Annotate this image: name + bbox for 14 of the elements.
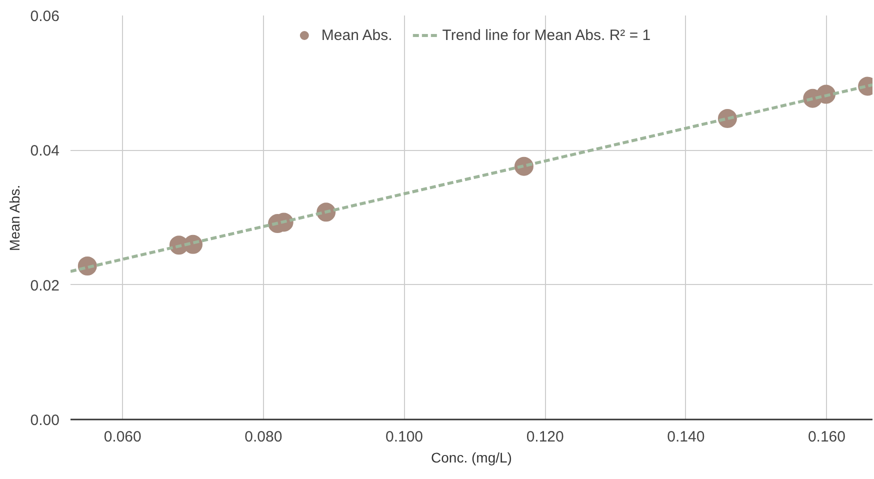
x-tick-label: 0.080 <box>244 428 282 446</box>
y-tick-label: 0.06 <box>30 8 60 25</box>
x-tick-label: 0.160 <box>808 428 846 446</box>
y-tick-label: 0.00 <box>30 412 60 429</box>
y-axis-title: Mean Abs. <box>6 184 22 251</box>
y-tick-label: 0.02 <box>30 277 60 294</box>
legend-label: Trend line for Mean Abs. R² = 1 <box>442 26 651 44</box>
y-tick-label: 0.04 <box>30 142 60 160</box>
x-axis-title: Conc. (mg/L) <box>431 450 512 466</box>
legend-label: Mean Abs. <box>321 26 392 44</box>
x-tick-label: 0.060 <box>104 428 142 446</box>
x-tick-label: 0.100 <box>385 428 424 446</box>
x-tick-label: 0.120 <box>526 428 564 446</box>
x-tick-label: 0.140 <box>667 428 705 446</box>
